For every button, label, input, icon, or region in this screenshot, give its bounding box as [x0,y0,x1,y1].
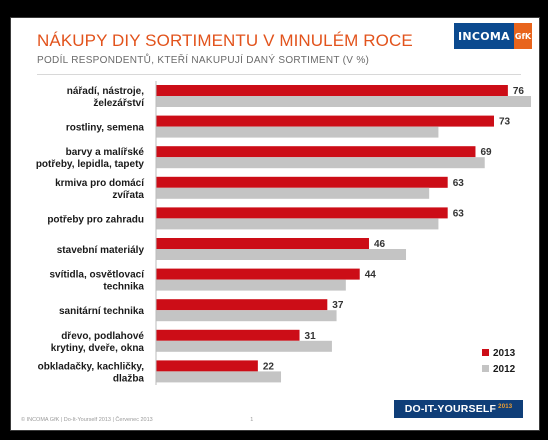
bar-2013 [156,85,508,96]
data-label-2013: 44 [365,270,377,281]
bar-2013 [156,268,360,280]
logo-gfk: GfK [514,23,532,49]
category-label: krmiva pro domácí [55,178,145,189]
bar-2012 [156,187,430,199]
diy-badge: DO-IT-YOURSELF 2013 [394,400,523,418]
category-label: železářství [93,98,145,109]
bar-2013 [156,238,369,249]
logo-main: INCOMA [454,23,514,49]
page-subtitle: PODÍL RESPONDENTŮ, KTEŘÍ NAKUPUJÍ DANÝ S… [37,55,370,66]
bar-2012 [156,96,532,107]
category-label: krytiny, dveře, okna [51,343,145,354]
bar-2012 [156,218,439,230]
diy-badge-text: DO-IT-YOURSELF [404,403,497,415]
bar-2012 [156,310,337,322]
category-label: zvířata [112,190,144,201]
data-label-2013: 63 [453,208,465,219]
divider [37,74,521,75]
category-label: dřevo, podlahové [61,331,144,342]
footer-page-number: 1 [250,417,254,423]
data-label-2013: 31 [305,331,317,342]
bar-2013 [156,115,494,127]
legend-swatch [482,365,489,372]
category-label: nářadí, nástroje, [67,86,144,97]
data-label-2013: 37 [332,300,344,311]
bar-2012 [156,249,407,260]
category-label: rostliny, semena [66,123,145,134]
bar-2013 [156,146,476,158]
legend-label: 2013 [493,348,516,359]
data-label-2013: 76 [513,86,525,97]
bar-2012 [156,126,439,138]
category-label: obkladačky, kachličky, [38,361,145,372]
footer-text: © INCOMA GfK | Do-It-Yourself 2013 | Čer… [21,417,253,423]
data-label-2013: 46 [374,239,386,250]
category-label: dlažba [113,373,145,384]
category-label: barvy a malířské [66,147,145,158]
category-label: svítidla, osvětlovací [50,270,146,281]
diy-badge-year: 2013 [498,404,513,410]
incoma-gfk-logo: INCOMA GfK [454,23,532,49]
bar-2013 [156,176,448,188]
bar-2012 [156,371,282,383]
category-label: stavební materiály [57,245,145,256]
bar-2013 [156,329,300,341]
bar-2013 [156,299,328,311]
category-label: technika [103,282,144,293]
bar-2012 [156,340,332,352]
data-label-2013: 69 [480,147,492,158]
bar-2013 [156,360,258,372]
legend-label: 2012 [493,364,516,375]
data-label-2013: 73 [499,117,511,128]
footer-copyright: © INCOMA GfK | Do-It-Yourself 2013 | Čer… [21,417,153,423]
bar-2013 [156,207,448,219]
category-label: potřeby pro zahradu [47,214,144,225]
data-label-2013: 63 [453,178,465,189]
bar-2012 [156,279,346,291]
legend-swatch [482,349,489,356]
data-label-2013: 22 [263,361,275,372]
page-title: NÁKUPY DIY SORTIMENTU V MINULÉM ROCE [37,31,413,50]
category-label: sanitární technika [59,306,144,317]
category-label: potřeby, lepidla, tapety [36,159,145,170]
bar-2012 [156,157,485,169]
